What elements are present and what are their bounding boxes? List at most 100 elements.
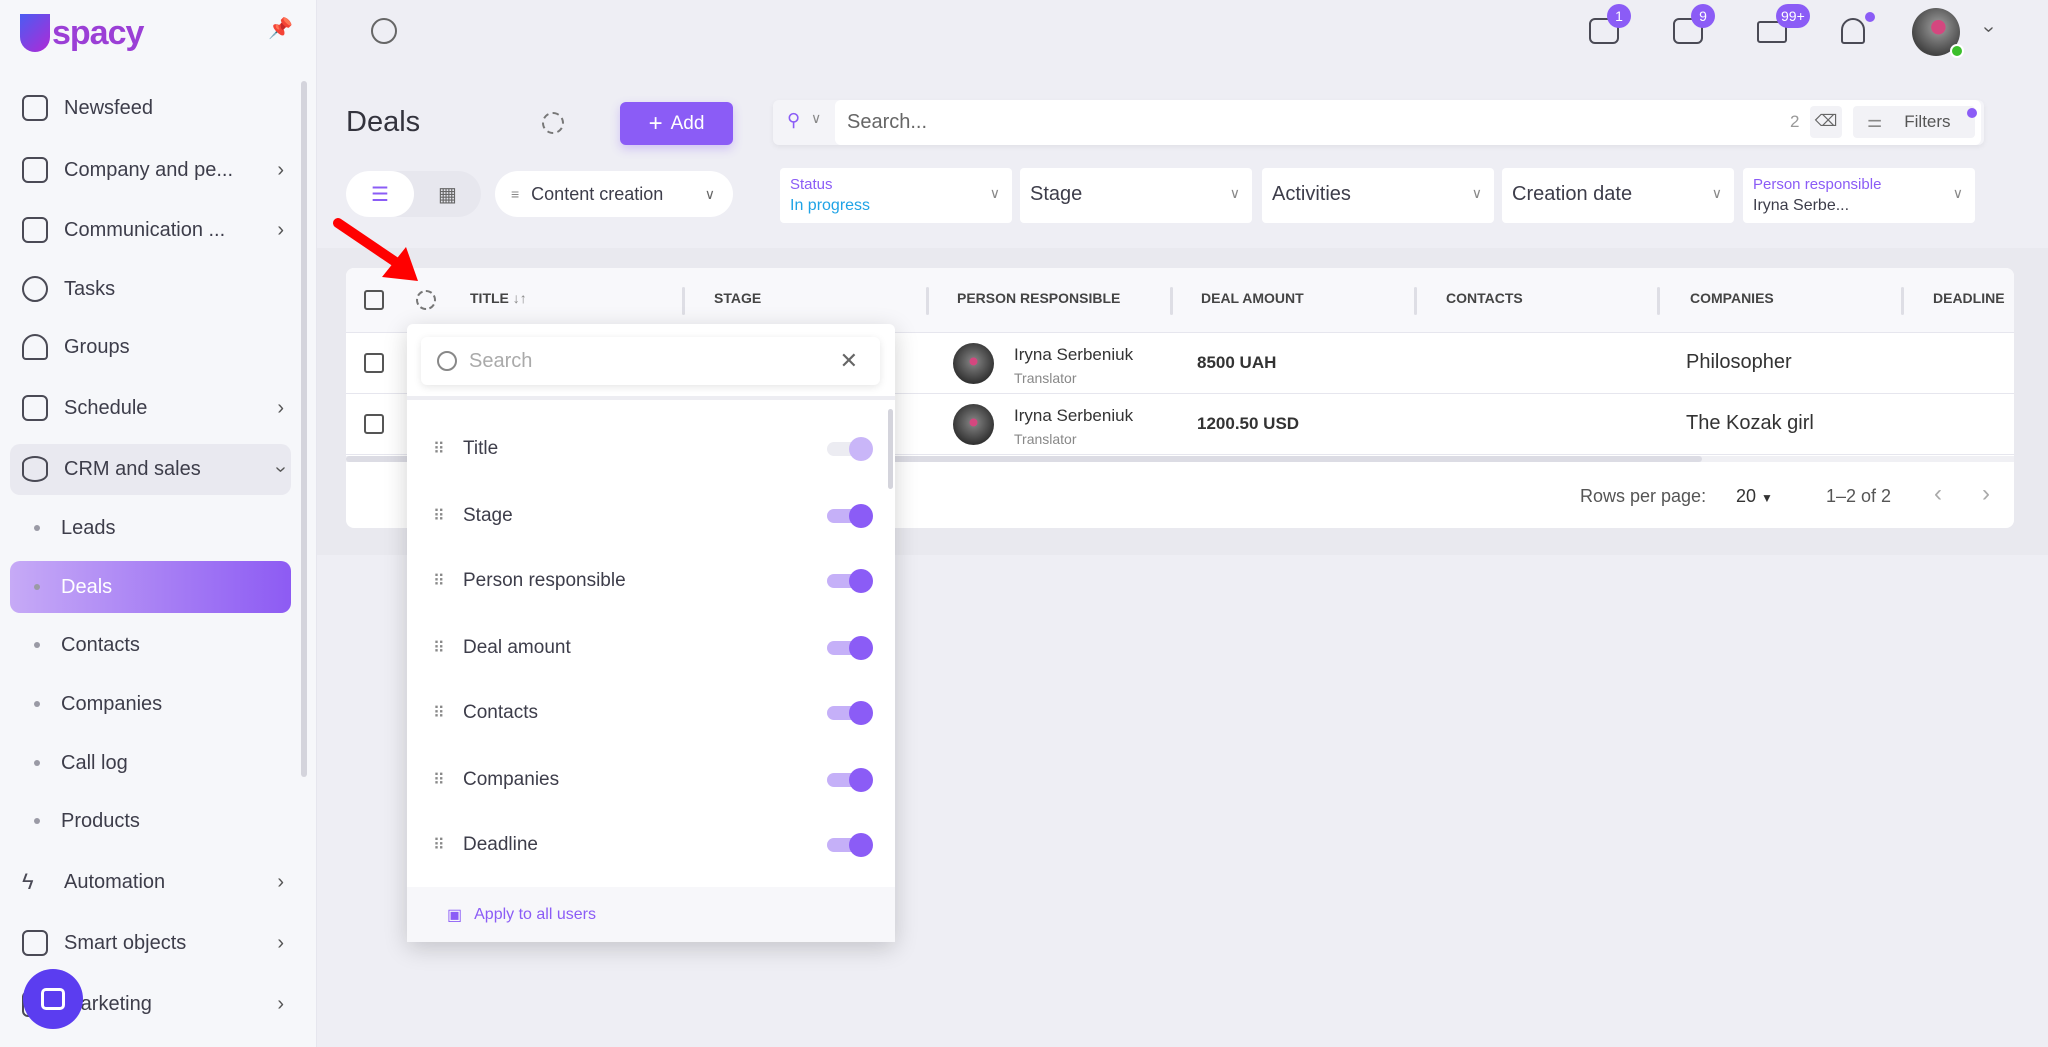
col-contacts[interactable]: CONTACTS [1446,290,1523,306]
pin-sidebar-icon[interactable]: 📌 [268,18,293,40]
close-icon[interactable]: ✕ [839,348,858,373]
column-label: Title [463,438,499,459]
col-title[interactable]: TITLE ↓↑ [470,290,527,306]
column-divider[interactable] [1170,287,1173,315]
panel-scrollbar[interactable] [888,409,893,489]
rows-per-page-select[interactable]: 20 ▼ [1736,486,1773,507]
column-divider[interactable] [682,287,685,315]
toggle-deal-amount[interactable] [827,636,873,660]
sidebar-item-communication[interactable]: Communication ... › [22,210,284,250]
column-item-title[interactable]: ⠿ Title [433,429,873,469]
sidebar-sub-contacts[interactable]: Contacts [34,625,140,665]
column-item-deadline[interactable]: ⠿ Deadline [433,825,873,865]
search-input[interactable] [835,100,1981,145]
col-person-responsible[interactable]: PERSON RESPONSIBLE [957,290,1121,306]
sidebar-item-groups[interactable]: Groups [22,327,284,367]
table-row[interactable]: Iryna Serbeniuk Translator 1200.50 USD T… [346,394,2014,455]
toggle-title[interactable] [827,437,873,461]
list-view-icon[interactable]: ☰ [346,171,414,217]
toggle-companies[interactable] [827,768,873,792]
chat-icon[interactable] [1589,18,1619,44]
filter-creation-date[interactable]: Creation date ∨ [1502,168,1734,223]
sidebar-sub-companies[interactable]: Companies [34,684,162,724]
gear-icon[interactable] [542,112,564,134]
column-divider[interactable] [1657,287,1660,315]
sidebar-sub-leads[interactable]: Leads [34,508,116,548]
col-deadline[interactable]: DEADLINE [1933,290,2005,306]
toggle-deadline[interactable] [827,833,873,857]
prev-page-icon[interactable]: ‹ [1934,480,1942,507]
label: Automation [64,870,166,893]
company-link[interactable]: Philosopher [1686,351,1792,373]
sidebar-item-schedule[interactable]: Schedule › [22,388,284,428]
next-page-icon[interactable]: › [1982,480,1990,507]
support-chat-button[interactable] [23,969,83,1029]
drag-handle-icon[interactable]: ⠿ [433,837,445,854]
company-link[interactable]: The Kozak girl [1686,412,1814,434]
sidebar-item-company[interactable]: Company and pe... › [22,150,284,190]
mail-icon[interactable] [1757,21,1787,43]
column-item-stage[interactable]: ⠿ Stage [433,496,873,536]
grid-view-icon[interactable]: ▦ [438,183,457,206]
toggle-stage[interactable] [827,504,873,528]
row-checkbox[interactable] [364,353,384,373]
sidebar-item-newsfeed[interactable]: Newsfeed [22,88,284,128]
column-divider[interactable] [1901,287,1904,315]
column-divider[interactable] [926,287,929,315]
filter-activities[interactable]: Activities ∨ [1262,168,1494,223]
pin-icon[interactable]: ⚲ [787,110,801,130]
select-all-checkbox[interactable] [364,290,384,310]
global-search-icon[interactable] [371,18,397,44]
chevron-down-icon: ∨ [1711,185,1722,201]
column-item-contacts[interactable]: ⠿ Contacts [433,693,873,733]
database-icon [22,456,48,482]
drag-handle-icon[interactable]: ⠿ [433,441,445,458]
person-name[interactable]: Iryna Serbeniuk [1014,406,1134,425]
chevron-down-icon[interactable]: › [1977,26,2000,33]
scroll-thumb[interactable] [346,456,1702,462]
column-settings-gear-icon[interactable] [416,290,436,310]
sidebar-item-automation[interactable]: ϟ Automation › [22,862,284,902]
filters-button[interactable]: ⚌ Filters [1853,106,1975,138]
caret-down-icon: ▼ [1761,491,1773,505]
pipeline-select[interactable]: ≡ Content creation ∨ [495,171,733,217]
add-button[interactable]: + Add [620,102,733,145]
eraser-icon[interactable]: ⌫ [1810,106,1842,138]
drag-handle-icon[interactable]: ⠿ [433,573,445,590]
column-divider[interactable] [1414,287,1417,315]
toggle-person[interactable] [827,569,873,593]
drag-handle-icon[interactable]: ⠿ [433,772,445,789]
sidebar-item-crm[interactable]: CRM and sales › [22,449,292,489]
drag-handle-icon[interactable]: ⠿ [433,508,445,525]
drag-handle-icon[interactable]: ⠿ [433,705,445,722]
messages-icon[interactable] [1673,18,1703,44]
filter-person-responsible[interactable]: Person responsible Iryna Serbe... ∨ [1743,168,1975,223]
column-search-input[interactable] [469,349,809,373]
column-item-person[interactable]: ⠿ Person responsible [433,561,873,601]
filter-status[interactable]: Status In progress ∨ [780,168,1012,223]
sidebar-sub-deals[interactable]: Deals [34,567,112,607]
toggle-contacts[interactable] [827,701,873,725]
horizontal-scrollbar[interactable] [346,456,2014,462]
filter-stage[interactable]: Stage ∨ [1020,168,1252,223]
sidebar-item-tasks[interactable]: Tasks [22,269,284,309]
column-item-deal-amount[interactable]: ⠿ Deal amount [433,628,873,668]
col-companies[interactable]: COMPANIES [1690,290,1774,306]
row-checkbox[interactable] [364,414,384,434]
sidebar-sub-products[interactable]: Products [34,801,140,841]
drag-handle-icon[interactable]: ⠿ [433,640,445,657]
person-name[interactable]: Iryna Serbeniuk [1014,345,1134,364]
sort-icon[interactable]: ↓↑ [512,290,527,306]
sidebar-sub-call-log[interactable]: Call log [34,743,128,783]
col-stage[interactable]: STAGE [714,290,762,306]
bell-icon[interactable] [1841,18,1865,44]
chevron-down-icon[interactable]: ∨ [811,110,822,126]
smart-object-icon [22,930,48,956]
column-item-companies[interactable]: ⠿ Companies [433,760,873,800]
uspacy-logo[interactable]: spacy [20,14,144,53]
col-deal-amount[interactable]: DEAL AMOUNT [1201,290,1304,306]
table-row[interactable]: Iryna Serbeniuk Translator 8500 UAH Phil… [346,333,2014,394]
sidebar-item-smart-objects[interactable]: Smart objects › [22,923,284,963]
apply-to-all-users-button[interactable]: ▣ Apply to all users [407,887,895,942]
sidebar-scrollbar[interactable] [301,81,307,777]
